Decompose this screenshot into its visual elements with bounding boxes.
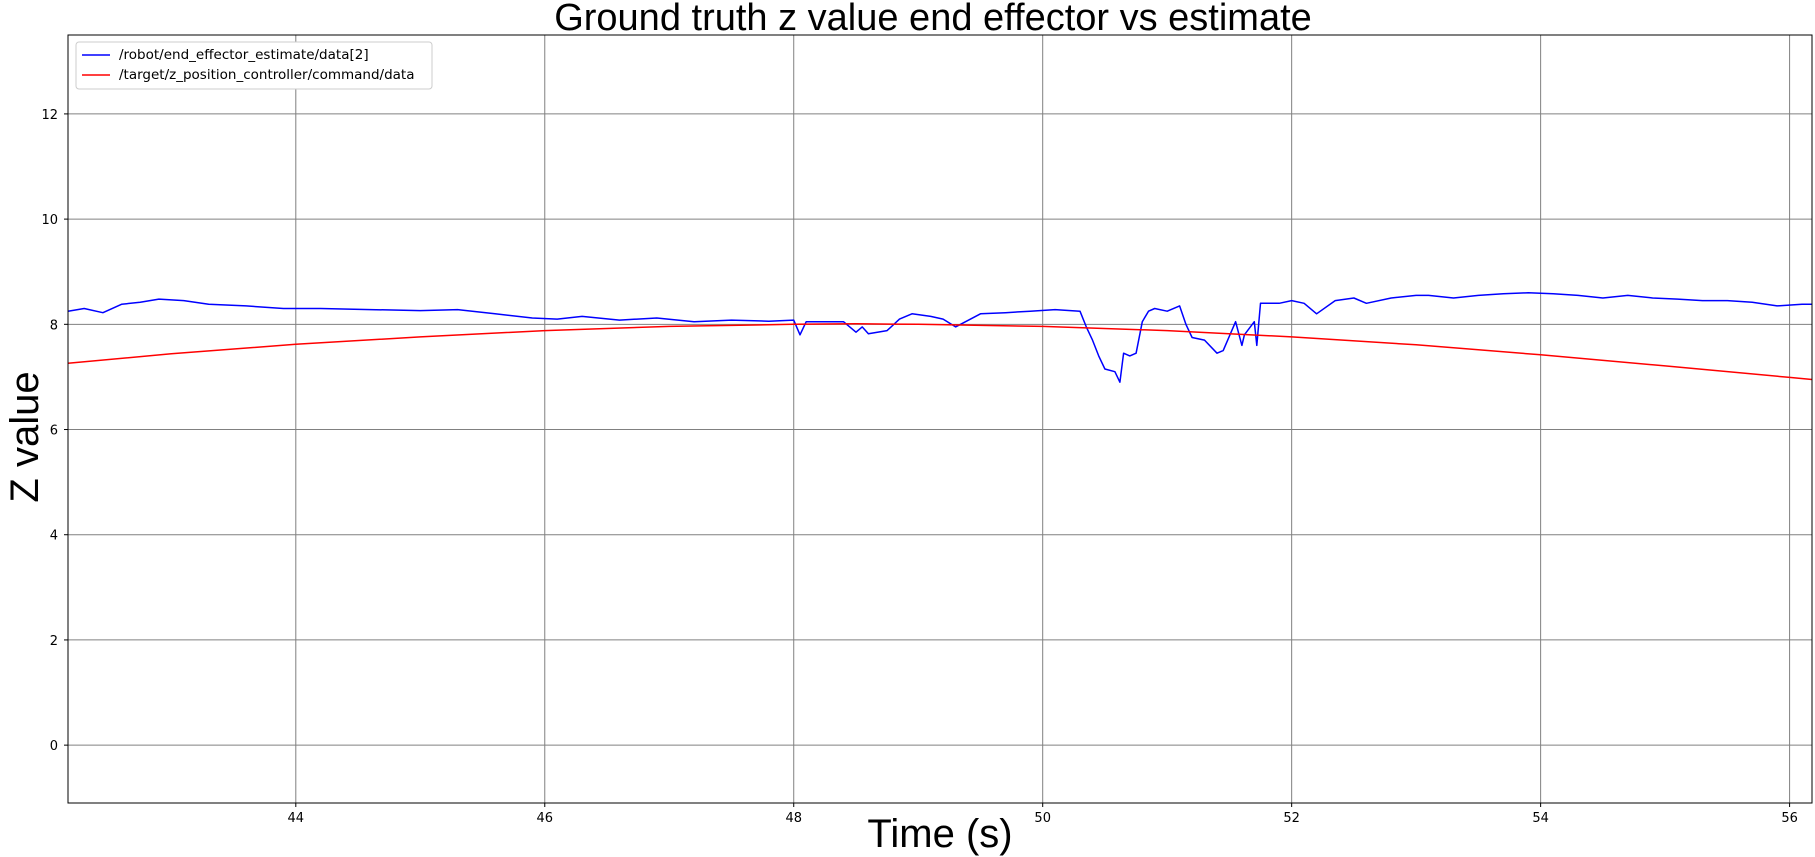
y-tick-label: 12 — [41, 108, 58, 123]
chart-title: Ground truth z value end effector vs est… — [554, 0, 1312, 39]
x-axis-label: Time (s) — [867, 812, 1012, 856]
legend-label-command: /target/z_position_controller/command/da… — [119, 67, 415, 83]
plot-frame — [67, 34, 1813, 804]
y-axis-ticks: 0 2 4 6 8 10 12 — [41, 108, 68, 754]
series-line-command — [67, 323, 1813, 381]
grid-lines — [68, 35, 1812, 803]
y-tick-label: 2 — [50, 634, 58, 649]
y-axis-label: Z value — [3, 371, 47, 502]
legend-label-estimate: /robot/end_effector_estimate/data[2] — [119, 47, 369, 63]
x-tick-label: 54 — [1532, 811, 1549, 826]
series-lines — [67, 292, 1813, 383]
y-tick-label: 0 — [50, 739, 58, 754]
y-tick-label: 6 — [50, 424, 58, 439]
y-tick-label: 8 — [50, 318, 58, 333]
series-line-estimate — [67, 292, 1812, 383]
x-tick-label: 56 — [1781, 811, 1798, 826]
x-axis-ticks: 44 46 48 50 52 54 56 — [288, 803, 1798, 826]
x-tick-label: 50 — [1034, 811, 1051, 826]
y-tick-label: 10 — [41, 213, 58, 228]
x-tick-label: 44 — [288, 811, 305, 826]
y-tick-label: 4 — [50, 529, 58, 544]
legend-box — [75, 41, 433, 90]
x-tick-label: 46 — [536, 811, 553, 826]
legend: /robot/end_effector_estimate/data[2] /ta… — [75, 41, 433, 90]
x-tick-label: 52 — [1283, 811, 1300, 826]
x-tick-label: 48 — [785, 811, 802, 826]
